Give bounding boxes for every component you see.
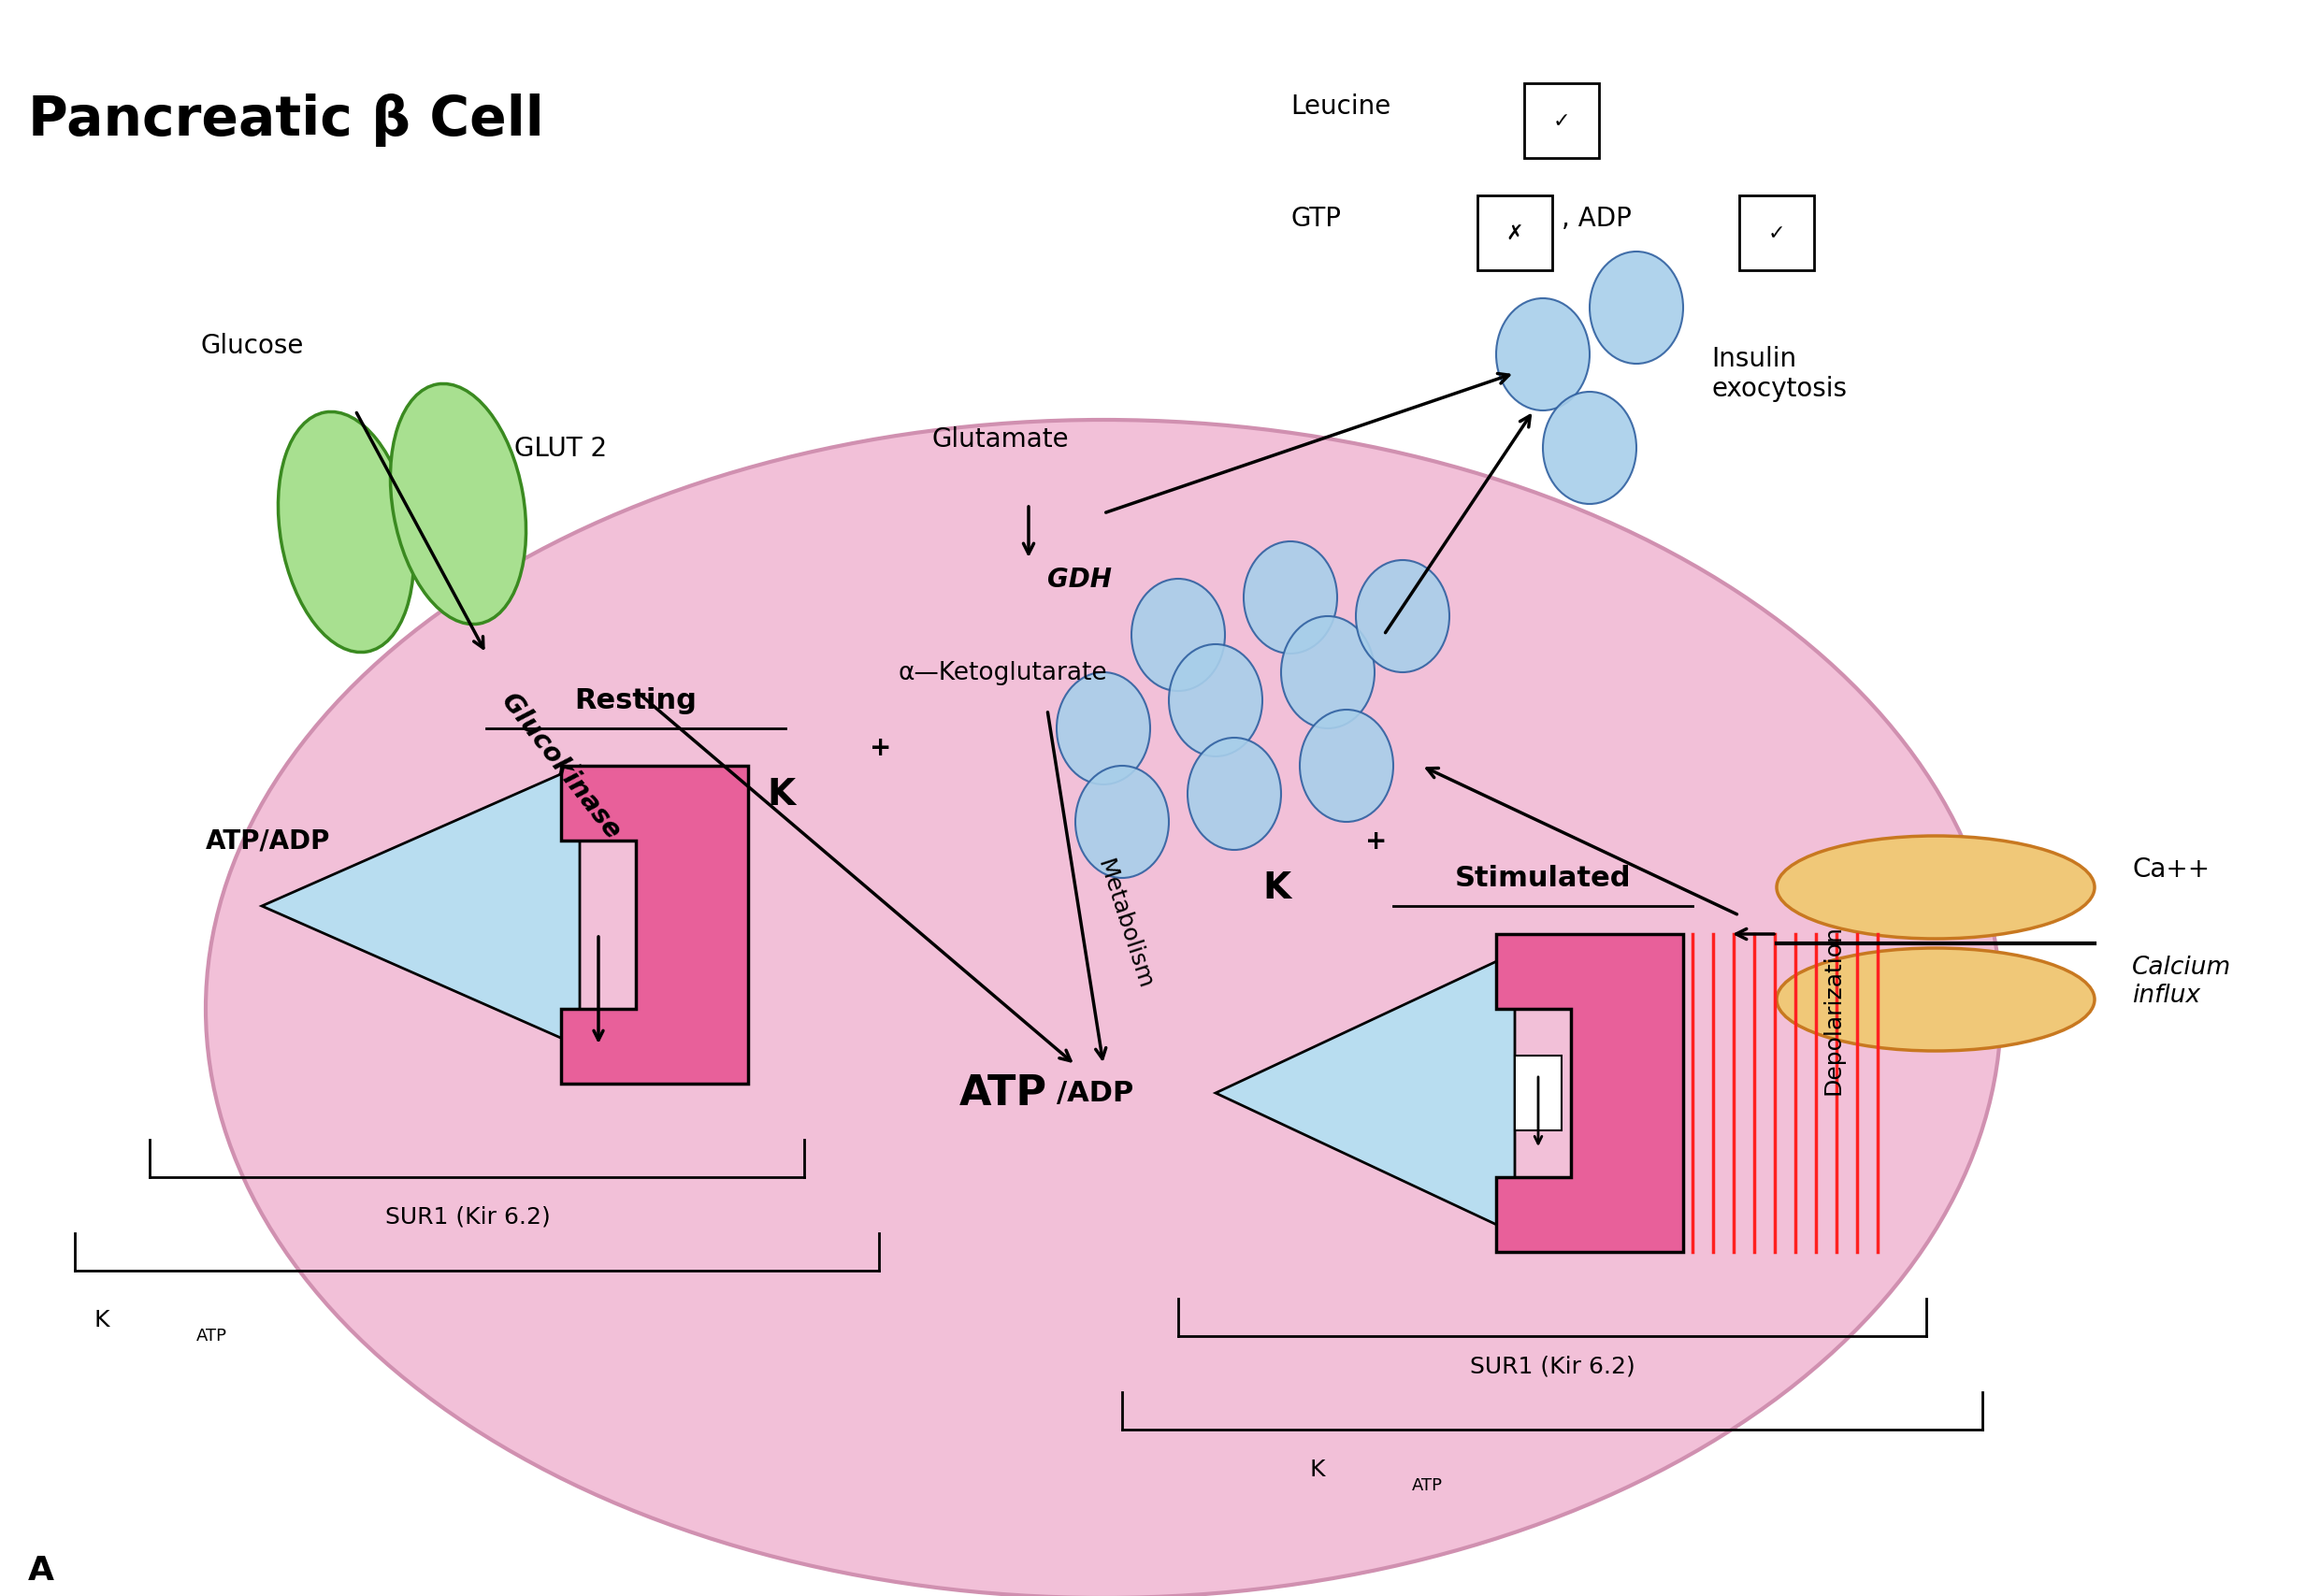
Ellipse shape — [1542, 393, 1637, 504]
Text: Pancreatic β Cell: Pancreatic β Cell — [28, 94, 545, 147]
Text: +: + — [1366, 828, 1387, 854]
Ellipse shape — [1357, 560, 1449, 674]
Ellipse shape — [1589, 252, 1684, 364]
Ellipse shape — [1187, 739, 1280, 851]
Text: GLUT 2: GLUT 2 — [515, 436, 608, 461]
Polygon shape — [262, 766, 580, 1047]
Ellipse shape — [1076, 766, 1169, 878]
Ellipse shape — [1776, 836, 2094, 938]
Bar — [1514, 1057, 1561, 1130]
Text: Glutamate: Glutamate — [932, 426, 1069, 452]
Text: /ADP: /ADP — [1057, 1080, 1134, 1108]
Text: Calcium
influx: Calcium influx — [2131, 954, 2231, 1007]
Text: ✓: ✓ — [1554, 112, 1570, 131]
Text: Depolarization: Depolarization — [1820, 924, 1844, 1095]
Text: A: A — [28, 1555, 53, 1586]
Ellipse shape — [390, 385, 526, 624]
Text: K: K — [93, 1309, 109, 1331]
Ellipse shape — [1299, 710, 1394, 822]
FancyBboxPatch shape — [1477, 196, 1551, 271]
Text: SUR1 (Kir 6.2): SUR1 (Kir 6.2) — [385, 1205, 550, 1227]
Text: K: K — [1262, 870, 1292, 905]
Ellipse shape — [1057, 674, 1150, 785]
Text: Metabolism: Metabolism — [1092, 855, 1155, 991]
Ellipse shape — [278, 412, 413, 653]
Text: Stimulated: Stimulated — [1454, 865, 1630, 892]
FancyBboxPatch shape — [1524, 85, 1600, 160]
Text: GTP: GTP — [1289, 206, 1340, 231]
Ellipse shape — [1776, 948, 2094, 1052]
Polygon shape — [1215, 953, 1514, 1234]
Text: ATP/ADP: ATP/ADP — [206, 828, 329, 854]
Text: GDH: GDH — [1048, 567, 1111, 592]
Text: Ca++: Ca++ — [2131, 855, 2210, 883]
Polygon shape — [1496, 934, 1684, 1253]
Ellipse shape — [1169, 645, 1262, 757]
Text: α—Ketoglutarate: α—Ketoglutarate — [897, 661, 1106, 685]
FancyBboxPatch shape — [1739, 196, 1813, 271]
Text: Glucokinase: Glucokinase — [496, 688, 626, 844]
Text: ATP: ATP — [1412, 1476, 1442, 1494]
Ellipse shape — [1496, 298, 1589, 412]
Text: ✗: ✗ — [1505, 225, 1524, 243]
Text: Insulin
exocytosis: Insulin exocytosis — [1711, 346, 1846, 402]
Polygon shape — [561, 766, 749, 1084]
Ellipse shape — [206, 420, 2001, 1596]
Text: , ADP: , ADP — [1561, 206, 1633, 231]
Ellipse shape — [1132, 579, 1224, 691]
Text: Glucose: Glucose — [202, 332, 304, 359]
Text: K: K — [768, 777, 795, 812]
Text: +: + — [870, 734, 890, 761]
Text: ATP: ATP — [197, 1326, 227, 1344]
Ellipse shape — [1280, 616, 1375, 729]
Text: K: K — [1310, 1457, 1324, 1479]
Text: ✓: ✓ — [1767, 225, 1786, 243]
Text: SUR1 (Kir 6.2): SUR1 (Kir 6.2) — [1470, 1355, 1635, 1377]
Text: Resting: Resting — [575, 688, 698, 715]
Text: Leucine: Leucine — [1289, 94, 1391, 120]
Text: ATP: ATP — [960, 1073, 1048, 1114]
Ellipse shape — [1243, 543, 1338, 654]
